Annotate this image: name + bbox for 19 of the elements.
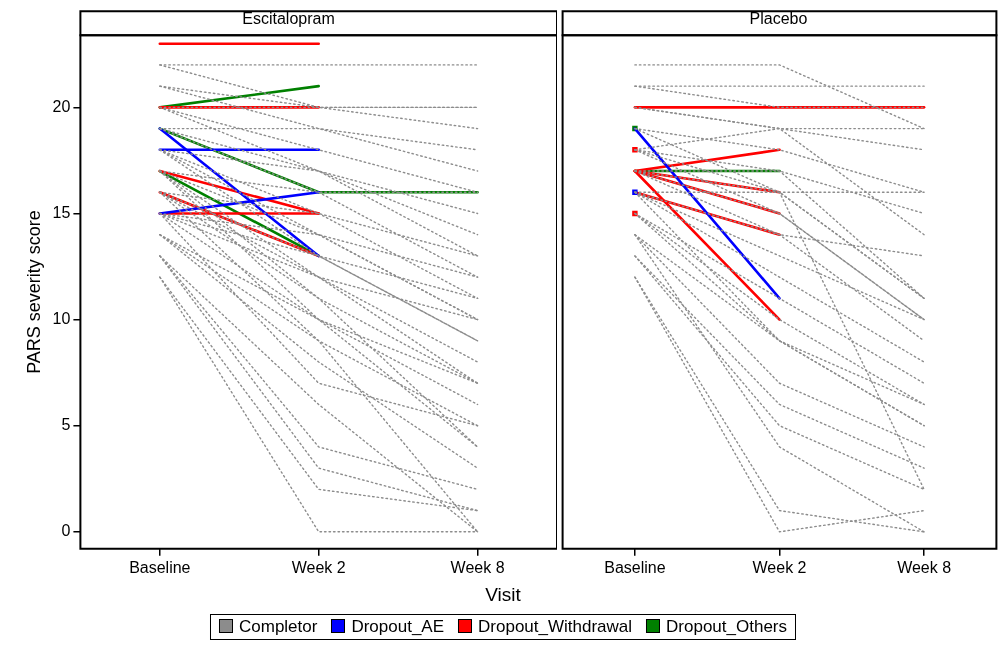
y-tick-label: 0 bbox=[61, 522, 71, 540]
legend-label: Dropout_Others bbox=[666, 617, 788, 636]
x-tick-label: Week 2 bbox=[291, 558, 346, 576]
x-tick-label: Baseline bbox=[604, 558, 666, 576]
x-tick-label: Week 8 bbox=[450, 558, 505, 576]
y-tick-label: 20 bbox=[52, 97, 71, 115]
y-tick-label: 10 bbox=[52, 310, 71, 327]
y-tick-label: 15 bbox=[52, 203, 71, 221]
x-axis-title: Visit bbox=[484, 584, 522, 606]
x-tick-label: Baseline bbox=[129, 558, 191, 576]
y-axis-title: PARS severity score bbox=[23, 210, 44, 374]
y-tick-label: 5 bbox=[61, 416, 71, 434]
x-tick-label: Week 8 bbox=[897, 558, 952, 576]
legend-label: Dropout_Withdrawal bbox=[478, 617, 633, 636]
legend-label: Completor bbox=[238, 617, 318, 636]
chart-title: Placebo bbox=[749, 10, 808, 28]
chart-title: Escitalopram bbox=[242, 10, 335, 28]
legend-label: Dropout_AE bbox=[351, 617, 445, 636]
x-tick-label: Week 2 bbox=[752, 558, 807, 576]
